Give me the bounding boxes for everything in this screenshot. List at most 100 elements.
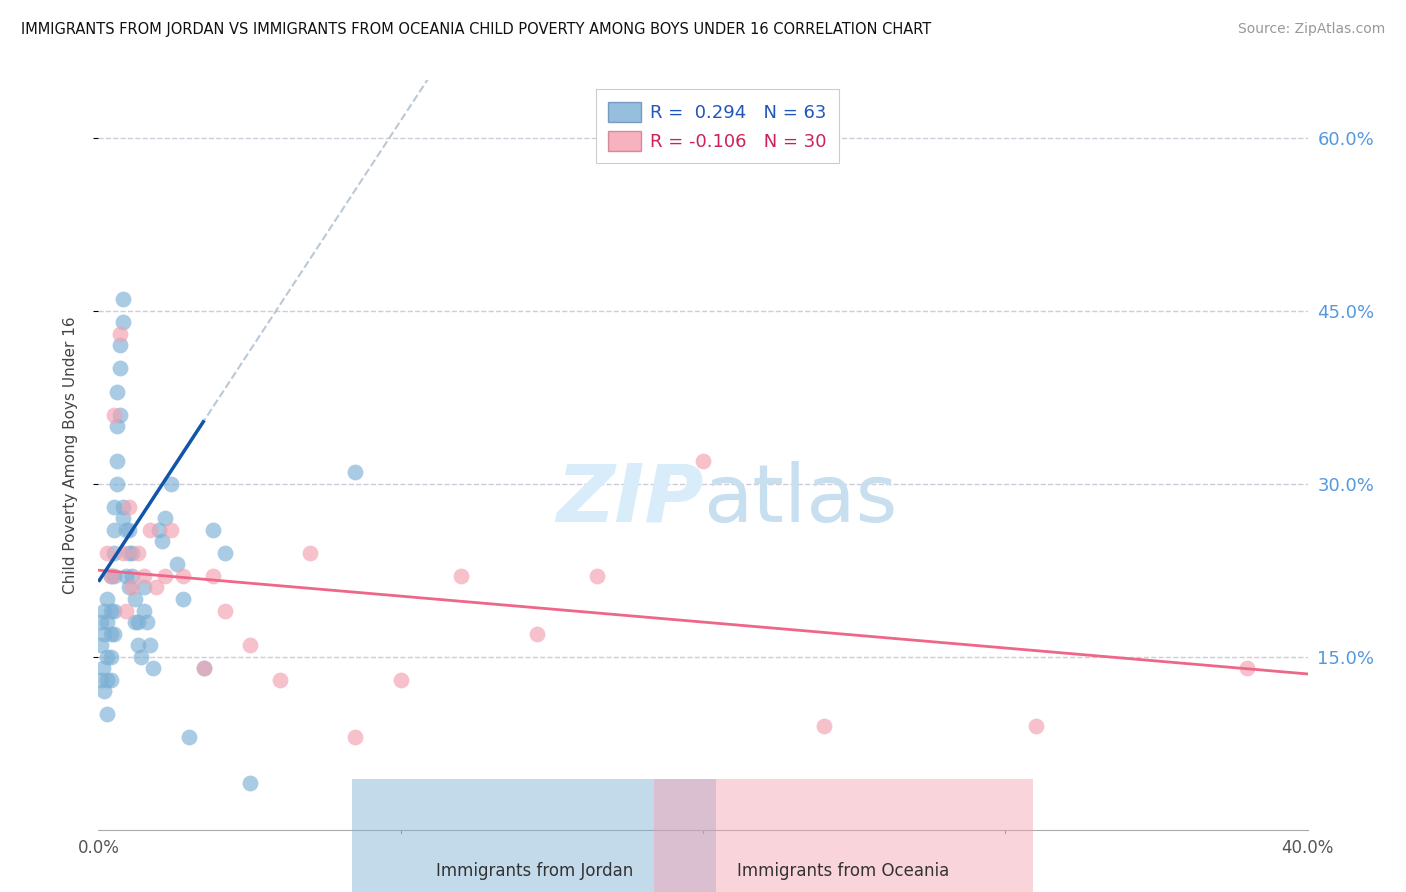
- Point: [214, 546, 236, 560]
- Point: [127, 638, 149, 652]
- Point: [118, 523, 141, 537]
- Point: [111, 546, 134, 560]
- Point: [389, 673, 412, 687]
- Point: [586, 569, 609, 583]
- Point: [172, 592, 194, 607]
- Point: [118, 581, 141, 595]
- Point: [1024, 719, 1046, 733]
- Point: [111, 293, 134, 307]
- Point: [129, 649, 152, 664]
- Point: [148, 523, 170, 537]
- Point: [239, 776, 262, 790]
- Point: [103, 603, 125, 617]
- Point: [96, 673, 118, 687]
- Point: [153, 569, 176, 583]
- Point: [132, 603, 155, 617]
- Point: [100, 569, 122, 583]
- Point: [103, 523, 125, 537]
- Point: [692, 453, 714, 467]
- Point: [299, 546, 322, 560]
- Point: [108, 361, 131, 376]
- Point: [96, 707, 118, 722]
- Point: [96, 546, 118, 560]
- Point: [124, 615, 146, 629]
- Legend: R =  0.294   N = 63, R = -0.106   N = 30: R = 0.294 N = 63, R = -0.106 N = 30: [596, 89, 839, 163]
- Point: [96, 615, 118, 629]
- Point: [90, 638, 112, 652]
- Point: [179, 731, 201, 745]
- Point: [103, 546, 125, 560]
- Text: Immigrants from Oceania: Immigrants from Oceania: [738, 863, 949, 880]
- Point: [108, 408, 131, 422]
- Point: [100, 569, 122, 583]
- Point: [103, 569, 125, 583]
- Point: [114, 523, 136, 537]
- Point: [118, 500, 141, 514]
- Point: [91, 661, 114, 675]
- Point: [193, 661, 215, 675]
- Point: [114, 569, 136, 583]
- Point: [121, 546, 143, 560]
- Point: [90, 673, 112, 687]
- Point: [111, 500, 134, 514]
- Point: [160, 523, 183, 537]
- Point: [344, 465, 367, 479]
- Point: [103, 408, 125, 422]
- Point: [96, 649, 118, 664]
- Point: [135, 615, 157, 629]
- Point: [93, 626, 115, 640]
- Point: [526, 626, 548, 640]
- Point: [108, 338, 131, 352]
- Point: [239, 638, 262, 652]
- Point: [127, 546, 149, 560]
- Point: [150, 534, 173, 549]
- Point: [105, 476, 128, 491]
- Point: [269, 673, 291, 687]
- Point: [166, 558, 188, 572]
- Point: [111, 315, 134, 329]
- Point: [139, 523, 162, 537]
- Point: [105, 453, 128, 467]
- Point: [100, 626, 122, 640]
- Point: [121, 569, 143, 583]
- Point: [100, 673, 122, 687]
- Point: [105, 384, 128, 399]
- Point: [108, 326, 131, 341]
- Point: [132, 569, 155, 583]
- Point: [139, 638, 162, 652]
- Point: [103, 500, 125, 514]
- Text: IMMIGRANTS FROM JORDAN VS IMMIGRANTS FROM OCEANIA CHILD POVERTY AMONG BOYS UNDER: IMMIGRANTS FROM JORDAN VS IMMIGRANTS FRO…: [21, 22, 931, 37]
- Point: [132, 581, 155, 595]
- Point: [214, 603, 236, 617]
- Point: [145, 581, 167, 595]
- Point: [172, 569, 194, 583]
- Point: [118, 546, 141, 560]
- Text: atlas: atlas: [703, 461, 897, 539]
- Point: [1236, 661, 1258, 675]
- Point: [344, 731, 367, 745]
- Point: [93, 684, 115, 698]
- Point: [100, 603, 122, 617]
- Text: ZIP: ZIP: [555, 461, 703, 539]
- Text: Immigrants from Jordan: Immigrants from Jordan: [436, 863, 633, 880]
- Y-axis label: Child Poverty Among Boys Under 16: Child Poverty Among Boys Under 16: [63, 316, 77, 594]
- Point: [202, 523, 225, 537]
- Point: [90, 615, 112, 629]
- Point: [111, 511, 134, 525]
- Point: [93, 603, 115, 617]
- Point: [96, 592, 118, 607]
- Point: [160, 476, 183, 491]
- Point: [142, 661, 165, 675]
- Point: [450, 569, 472, 583]
- Point: [121, 581, 143, 595]
- Point: [127, 615, 149, 629]
- Point: [100, 649, 122, 664]
- Point: [153, 511, 176, 525]
- Point: [105, 419, 128, 434]
- Point: [124, 592, 146, 607]
- Point: [193, 661, 215, 675]
- Point: [202, 569, 225, 583]
- Point: [114, 603, 136, 617]
- Point: [103, 626, 125, 640]
- Text: Source: ZipAtlas.com: Source: ZipAtlas.com: [1237, 22, 1385, 37]
